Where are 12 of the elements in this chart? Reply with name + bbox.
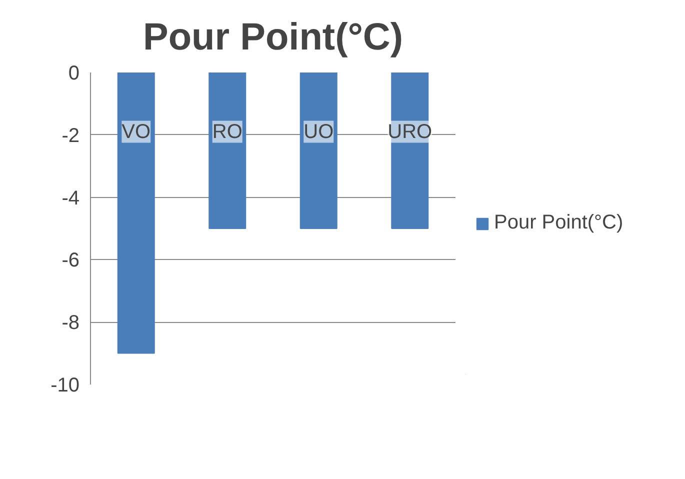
y-tick-label: -2 [62,124,80,147]
legend-label: Pour Point(°C) [494,212,624,234]
x-tick-label: VO [122,120,151,143]
x-tick-label: URO [388,120,432,143]
x-tick-label: UO [304,120,334,143]
y-tick-label: 0 [68,62,80,84]
y-tick-label: -6 [62,250,80,272]
x-tick-label: RO [212,120,242,143]
y-tick-label: -10 [50,374,80,396]
chart-title: Pour Point(°C) [142,16,404,58]
y-tick-label: -4 [62,187,80,210]
y-tick-label: -8 [62,312,80,334]
